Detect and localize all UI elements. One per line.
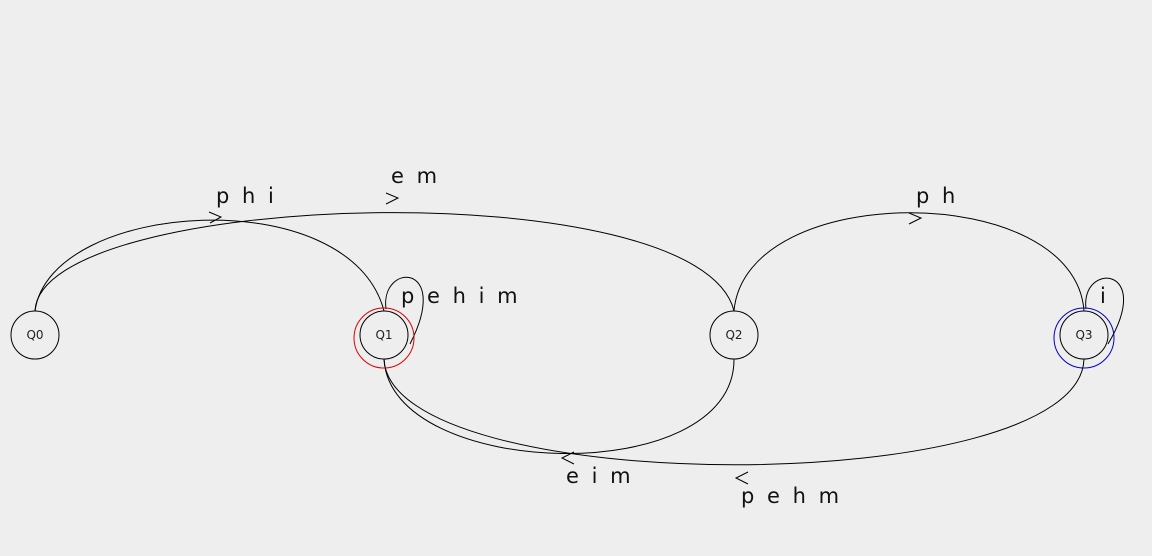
state-q2: Q2 (709, 310, 759, 360)
state-label-q3: Q3 (1075, 328, 1092, 342)
label-q0-q1: p h i (216, 184, 277, 208)
arrowhead-q0-q2 (385, 192, 400, 205)
arrowhead-q0-q1 (208, 211, 223, 224)
state-q0: Q0 (10, 310, 60, 360)
accept-ring-q1 (353, 307, 415, 369)
state-label-q1: Q1 (375, 328, 392, 342)
arrowhead-q3-q1 (734, 471, 749, 485)
accept-ring-q3 (1053, 307, 1115, 369)
edge-q3-loop (1085, 277, 1124, 345)
edge-q1-loop (385, 276, 424, 345)
state-q3: Q3 (1053, 307, 1115, 369)
label-q1-loop: p e h i m (401, 284, 521, 308)
edge-q3-q1 (383, 358, 1085, 466)
label-q2-q1: e i m (566, 464, 634, 488)
edge-q0-q2 (34, 212, 735, 312)
edge-q0-q1 (34, 219, 385, 312)
label-q0-q2: e m (391, 164, 440, 188)
edge-q2-q3 (733, 212, 1085, 312)
arrowhead-q2-q3 (908, 212, 923, 225)
label-q2-q3: p h (916, 184, 958, 208)
state-label-q2: Q2 (725, 328, 742, 342)
state-label-q0: Q0 (26, 328, 43, 342)
edge-q2-q1 (383, 358, 735, 454)
state-q1: Q1 (353, 307, 415, 369)
label-q3-q1: p e h m (741, 484, 842, 508)
label-q3-loop: i (1100, 284, 1109, 308)
arrowhead-q2-q1 (560, 451, 575, 465)
